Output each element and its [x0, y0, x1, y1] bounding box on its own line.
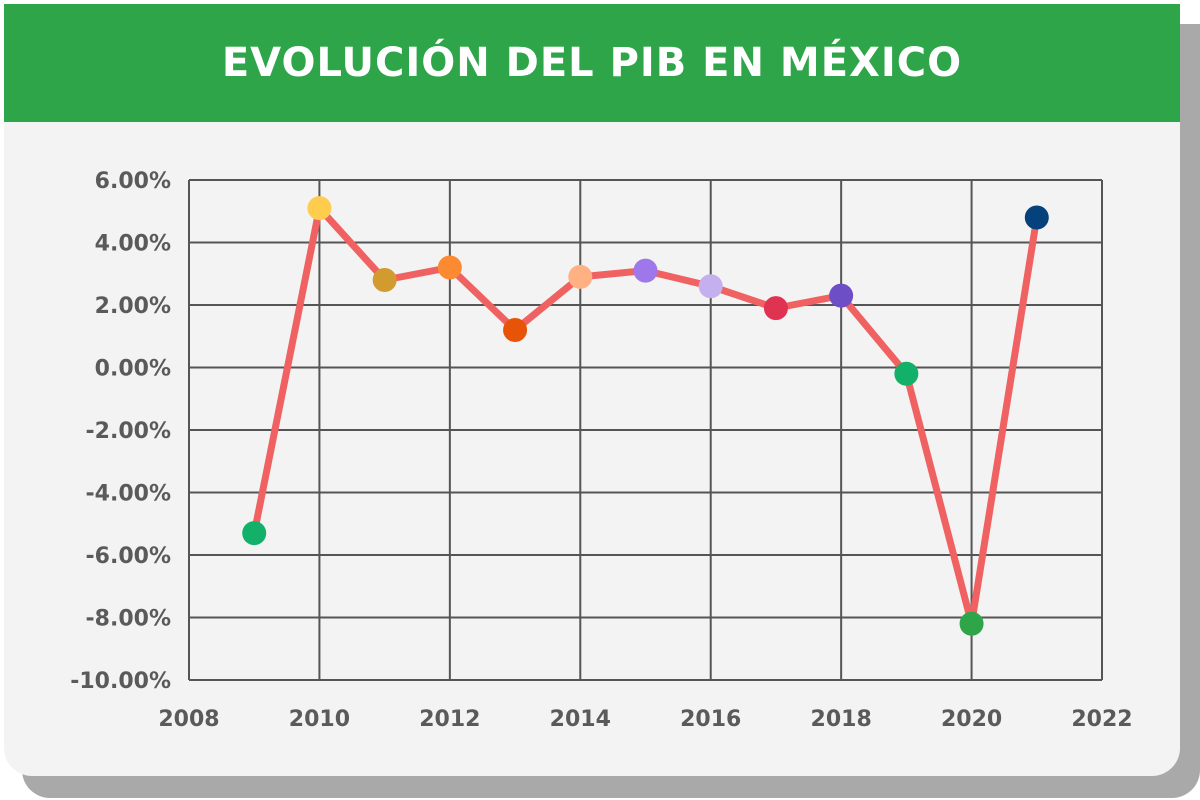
- x-tick-label: 2020: [941, 707, 1002, 732]
- y-tick-label: -2.00%: [86, 419, 171, 444]
- y-tick-label: 6.00%: [95, 169, 171, 194]
- data-point: [763, 296, 788, 321]
- data-point: [829, 283, 854, 308]
- chart-title: EVOLUCIÓN DEL PIB EN MÉXICO: [221, 40, 963, 86]
- y-tick-label: 2.00%: [95, 294, 171, 319]
- x-tick-label: 2016: [680, 707, 741, 732]
- y-tick-label: 4.00%: [95, 232, 171, 257]
- line-chart: 2008 2010 2012 2014 2016 2018 2020 2022 6.00% 4.0…: [70, 169, 1132, 732]
- y-tick-label: -6.00%: [86, 544, 171, 569]
- x-tick-label: 2014: [550, 707, 611, 732]
- data-point: [894, 361, 919, 386]
- x-tick-label: 2010: [289, 707, 350, 732]
- data-point: [698, 274, 723, 299]
- x-tick-label: 2018: [811, 707, 872, 732]
- y-tick-label: 0.00%: [95, 357, 171, 382]
- data-point: [568, 264, 593, 289]
- data-point: [959, 611, 984, 636]
- y-tick-label: -8.00%: [86, 607, 171, 632]
- data-point: [437, 255, 462, 280]
- data-point: [307, 196, 332, 221]
- x-tick-label: 2022: [1071, 707, 1132, 732]
- x-tick-label: 2012: [419, 707, 480, 732]
- header-bar: EVOLUCIÓN DEL PIB EN MÉXICO: [4, 4, 1180, 122]
- data-point: [1024, 205, 1049, 230]
- y-tick-label: -4.00%: [86, 482, 171, 507]
- y-tick-label: -10.00%: [70, 669, 171, 694]
- data-point: [503, 318, 528, 342]
- data-point: [372, 268, 397, 292]
- x-tick-label: 2008: [158, 707, 219, 732]
- chart-card: EVOLUCIÓN DEL PIB EN MÉXICO 2008 2010 2012…: [4, 4, 1180, 776]
- data-point: [633, 258, 658, 283]
- data-point: [242, 521, 267, 546]
